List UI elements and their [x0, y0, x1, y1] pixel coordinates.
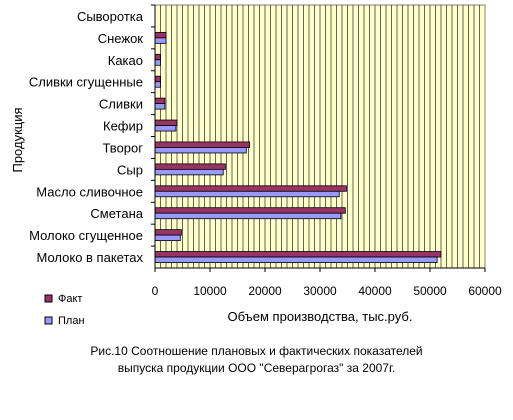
- x-tick-label: 60000: [468, 284, 502, 298]
- bar-fact: [154, 75, 161, 83]
- category-label: Какао: [108, 53, 143, 68]
- bar-plan: [154, 212, 342, 220]
- bar-fact: [154, 229, 182, 236]
- bar-plan: [154, 234, 181, 242]
- x-tick-label: 40000: [358, 284, 392, 298]
- caption-line-2: выпуска продукции ООО "Северагрогаз" за …: [117, 361, 396, 375]
- legend: Факт План: [44, 293, 85, 327]
- bar-fact: [154, 141, 250, 148]
- category-label: Сыворотка: [77, 9, 144, 24]
- bars: [154, 31, 442, 263]
- x-tick-labels: 0 10000 20000 30000 40000 50000 60000: [152, 268, 502, 298]
- bar-fact: [154, 185, 347, 192]
- category-label: Молоко в пакетах: [36, 250, 143, 265]
- category-label: Творог: [102, 140, 143, 155]
- category-label: Сливки сгущенные: [29, 75, 143, 90]
- x-tick-label: 30000: [303, 284, 337, 298]
- bar-plan: [154, 190, 340, 198]
- category-label: Масло сливочное: [36, 184, 143, 199]
- legend-swatch-fact: [44, 294, 53, 303]
- x-tick-label: 50000: [413, 284, 447, 298]
- category-label: Кефир: [103, 119, 143, 134]
- y-axis-title: Продукция: [10, 107, 25, 172]
- figure-caption: Рис.10 Соотношение плановых и фактически…: [0, 343, 513, 377]
- bar-plan: [154, 125, 177, 132]
- bar-plan: [154, 81, 161, 88]
- bar-plan: [154, 59, 161, 66]
- bar-chart: Сыворотка Снежок Какао Сливки сгущенные Слив…: [10, 4, 502, 327]
- legend-swatch-plan: [44, 316, 53, 325]
- x-tick-label: 10000: [193, 284, 227, 298]
- category-label: Сметана: [90, 206, 143, 221]
- x-tick-label: 20000: [248, 284, 282, 298]
- grid-lines: [160, 5, 480, 268]
- bar-fact: [154, 53, 161, 61]
- bar-fact: [154, 251, 442, 258]
- bar-fact: [154, 119, 178, 126]
- bar-fact: [154, 31, 167, 39]
- legend-label-fact: Факт: [58, 293, 82, 305]
- category-label: Сливки: [99, 97, 143, 112]
- category-label: Молоко сгущенное: [29, 228, 143, 243]
- x-tick-label: 0: [152, 284, 159, 298]
- category-labels: Сыворотка Снежок Какао Сливки сгущенные Слив…: [29, 4, 155, 265]
- bar-plan: [154, 168, 224, 176]
- caption-line-1: Рис.10 Соотношение плановых и фактически…: [90, 344, 423, 358]
- bar-plan: [154, 256, 438, 263]
- bar-fact: [154, 163, 226, 170]
- category-label: Сыр: [117, 162, 143, 177]
- bar-fact: [154, 207, 346, 214]
- bar-fact: [154, 97, 166, 105]
- bar-plan: [154, 103, 166, 110]
- category-label: Снежок: [98, 31, 144, 46]
- legend-label-plan: План: [58, 315, 85, 327]
- bar-plan: [154, 37, 167, 44]
- x-axis-title: Объем производства, тыс.руб.: [228, 309, 413, 324]
- bar-plan: [154, 147, 247, 154]
